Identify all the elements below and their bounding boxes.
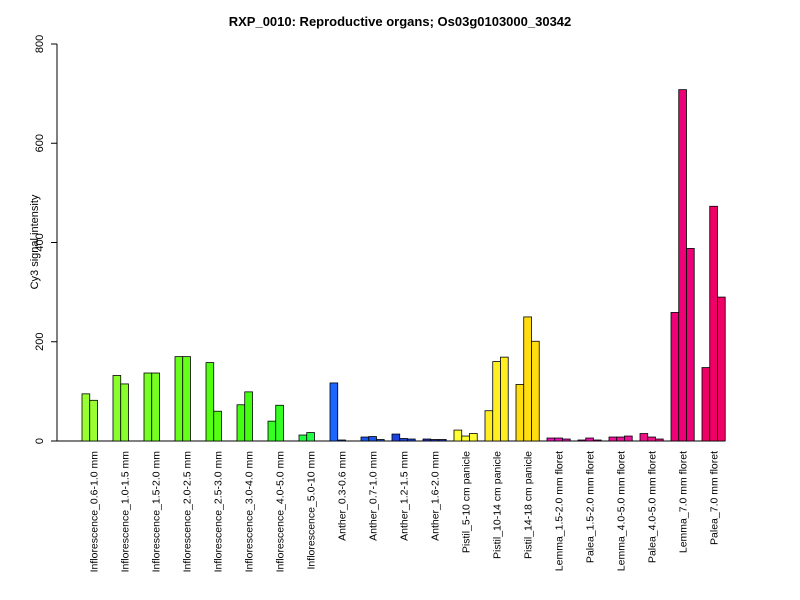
y-tick-label: 800 <box>34 35 46 53</box>
bars <box>81 89 726 442</box>
bar <box>376 439 385 442</box>
bar <box>174 356 184 442</box>
bar <box>554 437 563 442</box>
x-tick-label: Inflorescence_1.0-1.5 mm <box>120 451 132 573</box>
bar <box>391 433 401 442</box>
bar <box>624 435 633 442</box>
bar <box>399 438 408 442</box>
bar <box>236 404 246 442</box>
y-tick-label: 200 <box>34 333 46 351</box>
x-tick-label: Lemma_4.0-5.0 mm floret <box>616 451 628 571</box>
bar <box>616 436 625 442</box>
bar <box>670 312 680 442</box>
x-tick-label: Palea_7.0 mm floret <box>709 451 721 545</box>
bar <box>678 89 687 442</box>
x-tick-label: Anther_0.7-1.0 mm <box>368 451 380 541</box>
bar <box>461 435 470 442</box>
bar <box>655 438 664 442</box>
bar <box>298 434 308 442</box>
bar <box>360 436 370 442</box>
bar <box>275 404 284 442</box>
bar <box>430 439 439 442</box>
bar <box>562 438 571 442</box>
x-tick-label: Inflorescence_3.0-4.0 mm <box>244 451 256 573</box>
x-tick-label: Inflorescence_0.6-1.0 mm <box>89 451 101 573</box>
y-tick-label: 0 <box>34 438 46 444</box>
bar <box>213 410 222 442</box>
bar <box>523 316 532 442</box>
bar <box>112 375 122 442</box>
x-tick-label: Pistil_14-18 cm panicle <box>523 451 535 559</box>
bar <box>368 436 377 442</box>
x-tick-label: Anther_1.2-1.5 mm <box>399 451 411 541</box>
x-tick-label: Anther_1.6-2.0 mm <box>430 451 442 541</box>
bar <box>267 420 277 442</box>
bar <box>492 361 501 442</box>
x-tick-label: Inflorescence_4.0-5.0 mm <box>275 451 287 573</box>
bar <box>546 437 556 442</box>
bar <box>182 356 191 442</box>
bar <box>500 356 509 442</box>
bar <box>593 439 602 442</box>
bar <box>407 438 416 442</box>
bar <box>306 432 315 442</box>
bar <box>81 393 91 442</box>
bar <box>686 248 695 442</box>
y-axis-label: Cy3 signal intensity <box>29 194 41 289</box>
bar <box>329 382 339 442</box>
x-tick-label: Pistil_5-10 cm panicle <box>461 451 473 553</box>
x-tick-label: Inflorescence_1.5-2.0 mm <box>151 451 163 573</box>
bar <box>647 436 656 442</box>
x-tick-label: Inflorescence_2.5-3.0 mm <box>213 451 225 573</box>
bar <box>151 372 160 442</box>
bar <box>484 410 494 442</box>
bar <box>469 433 478 442</box>
bar <box>422 438 432 442</box>
x-tick-label: Lemma_7.0 mm floret <box>678 451 690 553</box>
x-tick-label: Palea_1.5-2.0 mm floret <box>585 451 597 563</box>
bar <box>453 429 463 442</box>
x-tick-label: Pistil_10-14 cm panicle <box>492 451 504 559</box>
x-tick-label: Inflorescence_5.0-10 mm <box>306 451 318 570</box>
bar <box>585 437 594 442</box>
bar <box>143 372 153 442</box>
bar <box>120 383 129 442</box>
chart-title: RXP_0010: Reproductive organs; Os03g0103… <box>229 14 572 29</box>
bar <box>531 340 540 442</box>
bar <box>337 439 346 442</box>
x-tick-label: Inflorescence_2.0-2.5 mm <box>182 451 194 573</box>
bar <box>205 362 215 442</box>
bar <box>639 433 649 442</box>
bar <box>244 391 253 442</box>
bar <box>717 296 726 442</box>
bar <box>608 436 618 442</box>
bar <box>577 439 587 442</box>
bar <box>515 384 525 442</box>
bar <box>89 399 98 442</box>
y-tick-label: 600 <box>34 134 46 152</box>
category-labels: Inflorescence_0.6-1.0 mm Inflorescence_1.… <box>89 451 721 573</box>
x-tick-label: Lemma_1.5-2.0 mm floret <box>554 451 566 571</box>
bar <box>709 205 718 442</box>
y-tick-label: 400 <box>34 233 46 251</box>
x-tick-label: Anther_0.3-0.6 mm <box>337 451 349 541</box>
x-tick-label: Palea_4.0-5.0 mm floret <box>647 451 659 563</box>
bar <box>438 439 447 442</box>
y-axis: 0 200 400 600 800 <box>34 35 58 444</box>
bar <box>701 367 711 442</box>
